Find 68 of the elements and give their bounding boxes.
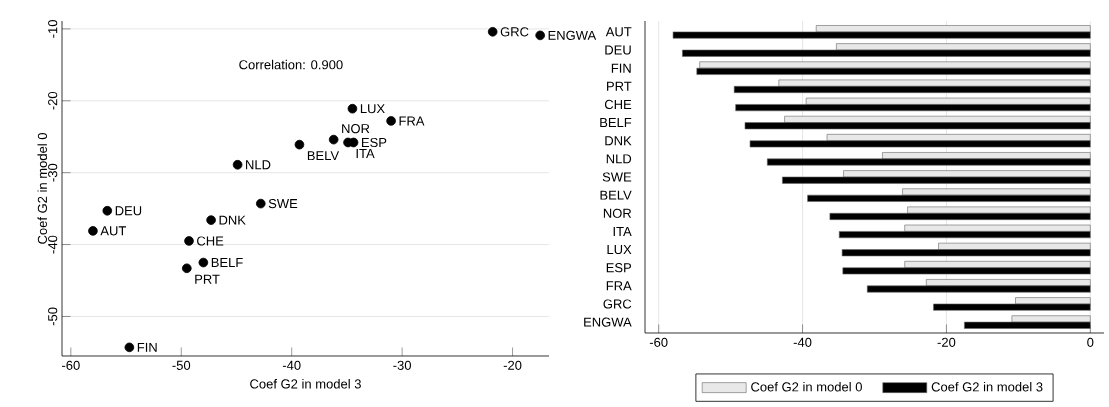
point bbox=[102, 205, 113, 216]
data-label: AUT bbox=[100, 226, 127, 236]
point bbox=[88, 226, 98, 236]
y-tick-label: NOR bbox=[603, 208, 632, 218]
data-label: NOR bbox=[342, 124, 370, 134]
data-label: LUX bbox=[360, 104, 385, 114]
point bbox=[294, 139, 305, 150]
x-axis-title: Coef G2 in model 3 bbox=[250, 379, 361, 389]
x-tick-label: -40 bbox=[282, 360, 301, 370]
y-tick-label: -30 bbox=[48, 163, 58, 182]
x-tick-label: -20 bbox=[503, 360, 522, 370]
data-label: CHE bbox=[197, 236, 224, 246]
data-label: GRC bbox=[500, 27, 529, 37]
point bbox=[206, 215, 216, 225]
legend-label: Coef G2 in model 3 bbox=[931, 381, 1043, 392]
y-axis-title: Coef G2 in model 0 bbox=[37, 133, 48, 244]
y-tick-label: CHE bbox=[604, 99, 632, 110]
point bbox=[487, 26, 498, 37]
data-label: BELF bbox=[211, 258, 243, 267]
y-tick-label: -40 bbox=[48, 235, 58, 254]
y-tick-label: ENGWA bbox=[584, 317, 632, 327]
y-tick-label: PRT bbox=[607, 81, 632, 91]
y-tick-label: FRA bbox=[606, 281, 632, 291]
data-label: ENGWA bbox=[548, 30, 597, 40]
point bbox=[386, 116, 396, 126]
data-label: FIN bbox=[137, 342, 157, 352]
y-tick-label: LUX bbox=[607, 245, 632, 255]
y-tick-label: GRC bbox=[603, 299, 632, 309]
legend-label: Coef G2 in model 0 bbox=[751, 381, 862, 392]
y-tick-label: -20 bbox=[48, 91, 58, 110]
y-tick-label: DEU bbox=[605, 45, 631, 55]
point bbox=[232, 159, 243, 170]
y-tick-label: AUT bbox=[605, 27, 632, 37]
y-tick-label: NLD bbox=[606, 154, 632, 164]
point bbox=[328, 134, 339, 145]
data-label: BELV bbox=[307, 151, 340, 161]
y-tick-label: SWE bbox=[602, 172, 632, 182]
y-tick-label: -50 bbox=[48, 307, 58, 326]
point bbox=[535, 30, 545, 41]
x-tick-label: -30 bbox=[393, 360, 412, 370]
data-label: FRA bbox=[399, 116, 425, 126]
y-tick-label: BELV bbox=[600, 190, 632, 200]
point bbox=[182, 263, 192, 274]
x-tick-label: -60 bbox=[649, 337, 668, 347]
data-label: DNK bbox=[219, 215, 246, 225]
x-tick-label: 0 bbox=[1087, 337, 1094, 347]
x-tick-label: -20 bbox=[937, 337, 956, 347]
data-label: PRT bbox=[195, 274, 220, 284]
data-label: ITA bbox=[356, 149, 375, 158]
point bbox=[124, 342, 135, 353]
point bbox=[347, 103, 358, 114]
annotation: Correlation: 0.900 bbox=[239, 59, 343, 70]
y-tick-label: DNK bbox=[605, 136, 632, 146]
data-label: SWE bbox=[268, 199, 298, 209]
point bbox=[184, 236, 194, 246]
y-tick-label: BELF bbox=[600, 118, 632, 128]
y-tick-label: -10 bbox=[48, 20, 58, 38]
y-tick-label: ITA bbox=[613, 226, 632, 236]
x-tick-label: -40 bbox=[793, 337, 812, 347]
y-tick-label: FIN bbox=[611, 63, 631, 73]
y-tick-label: ESP bbox=[606, 263, 632, 273]
x-tick-label: -60 bbox=[62, 360, 80, 370]
data-label: NLD bbox=[246, 160, 271, 170]
point bbox=[198, 257, 209, 268]
point bbox=[255, 198, 266, 209]
data-label: DEU bbox=[115, 206, 142, 216]
data-label: ESP bbox=[362, 137, 387, 148]
x-tick-label: -50 bbox=[172, 360, 191, 370]
